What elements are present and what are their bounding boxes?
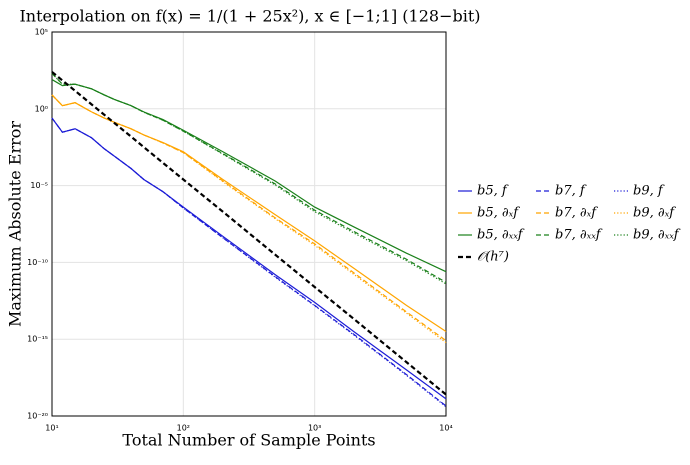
- x-tick-label: 10²: [177, 424, 190, 433]
- x-axis-label: Total Number of Sample Points: [122, 431, 375, 450]
- data-line: [51, 73, 447, 283]
- legend-label: b9, ∂ₓf: [633, 206, 676, 221]
- legend-label: 𝒪(h⁷): [477, 250, 509, 265]
- chart-title: Interpolation on f(x) = 1/(1 + 25x²), x …: [19, 7, 480, 26]
- y-tick-label: 10⁻¹⁵: [27, 335, 48, 344]
- plot-frame: [51, 31, 447, 417]
- data-line: [51, 73, 447, 285]
- legend-label: b5, ∂ₓₓf: [477, 228, 525, 243]
- data-line: [51, 71, 447, 396]
- y-tick-label: 10⁻²⁰: [27, 412, 48, 421]
- x-tick-label: 10³: [308, 424, 321, 433]
- legend-label: b7, ∂ₓₓf: [555, 228, 603, 243]
- data-line: [51, 117, 447, 400]
- legend-label: b7, f: [555, 184, 587, 199]
- legend-label: b7, ∂ₓf: [555, 206, 598, 221]
- y-tick-label: 10⁻¹⁰: [27, 258, 48, 267]
- y-tick-label: 10⁻⁵: [30, 181, 48, 190]
- data-line: [51, 94, 447, 332]
- data-line: [51, 117, 447, 407]
- legend-label: b9, f: [633, 184, 665, 199]
- y-axis-label: Maximum Absolute Error: [6, 121, 25, 327]
- data-line: [51, 94, 447, 342]
- legend-label: b5, ∂ₓf: [477, 206, 520, 221]
- x-tick-label: 10¹: [45, 424, 58, 433]
- y-tick-label: 10⁵: [35, 28, 48, 37]
- y-tick-label: 10⁰: [35, 104, 48, 113]
- legend-label: b5, f: [477, 184, 509, 199]
- x-tick-label: 10⁴: [439, 424, 452, 433]
- data-line: [51, 94, 447, 344]
- legend-label: b9, ∂ₓₓf: [633, 228, 681, 243]
